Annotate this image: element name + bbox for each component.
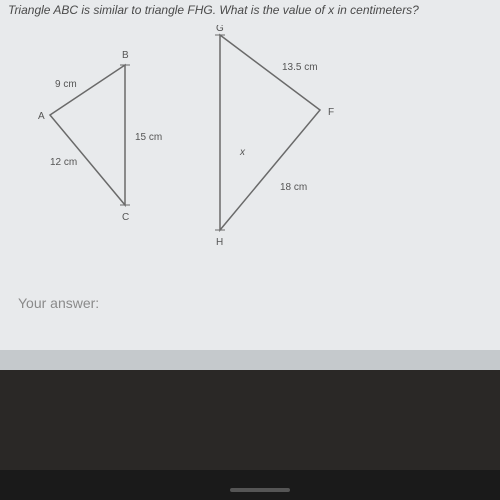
side-fh-x-label: x [239,147,246,158]
answer-label: Your answer: [18,295,99,311]
question-panel: Triangle ABC is similar to triangle FHG.… [0,0,500,350]
q-tri2: FHG [187,3,212,17]
side-ac-label: 12 cm [50,157,77,168]
taskbar[interactable] [0,470,500,500]
side-gf-label: 13.5 cm [282,62,318,73]
q-mid: is similar to triangle [78,3,187,17]
vertex-g-label: G [216,25,224,34]
side-fh-cm-label: 18 cm [280,182,307,193]
triangles-svg: A B C 9 cm 12 cm 15 cm G F H 13.5 cm x 1… [20,25,420,255]
diagram-area: A B C 9 cm 12 cm 15 cm G F H 13.5 cm x 1… [20,25,420,255]
q-prefix: Triangle [8,3,53,17]
vertex-b-label: B [122,50,129,61]
vertex-c-label: C [122,212,129,223]
vertex-a-label: A [38,111,45,122]
q-tri1: ABC [53,3,78,17]
q-end: in centimeters? [334,3,419,17]
question-text: Triangle ABC is similar to triangle FHG.… [8,3,419,17]
screen-area: Triangle ABC is similar to triangle FHG.… [0,0,500,370]
q-suffix: . What is the value of [213,3,328,17]
vertex-h-label: H [216,237,223,248]
side-ab-label: 9 cm [55,79,77,90]
taskbar-indicator [230,488,290,492]
side-bc-label: 15 cm [135,132,162,143]
vertex-f-label: F [328,107,334,118]
